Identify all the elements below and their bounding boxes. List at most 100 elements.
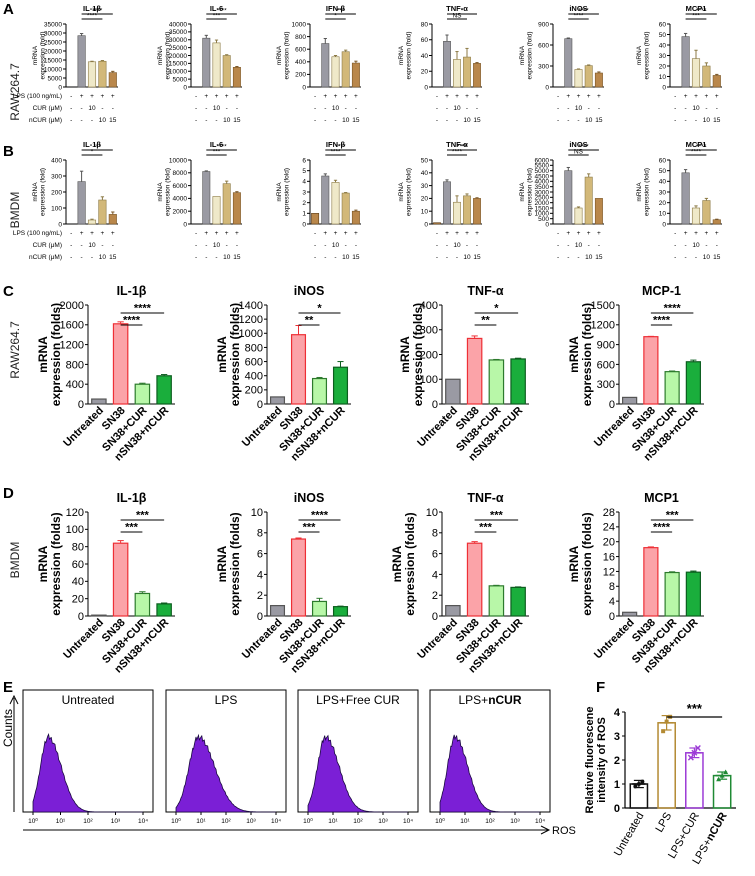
treatment-cell: + — [455, 230, 459, 237]
y-tick-label: 5000 — [173, 76, 188, 83]
bar — [108, 72, 117, 88]
y-axis-label: mRNA — [567, 336, 581, 373]
bar — [702, 65, 711, 88]
treatment-cell: - — [557, 117, 559, 124]
y-tick-label: 1 — [302, 211, 306, 218]
bar — [311, 213, 320, 225]
treatment-cell: + — [566, 93, 570, 100]
x-category-label: Untreated — [240, 405, 285, 450]
chart-title: iNOS — [569, 4, 587, 13]
y-tick-label: 0 — [614, 803, 620, 815]
y-tick-label: 400 — [420, 300, 438, 312]
y-tick-label: 5000 — [535, 168, 550, 175]
y-tick-label: 400 — [245, 371, 263, 383]
bar — [691, 207, 701, 225]
y-tick-label: 40 — [659, 179, 667, 186]
significance-label: **** — [134, 303, 152, 315]
treatment-cell: + — [684, 230, 688, 237]
treatment-cell: - — [112, 242, 114, 249]
bar — [156, 375, 172, 405]
treatment-cell: - — [436, 105, 438, 112]
y-tick-label: 10000 — [44, 66, 62, 73]
treatment-cell: + — [694, 230, 698, 237]
chart-D4: 0 4 8 12 16 20 24 28 MCP1 mRNA expression (folds) *… — [567, 491, 704, 675]
treatment-cell: 10 — [692, 242, 700, 249]
ros-arrow-head — [540, 825, 551, 835]
x-category-label: Untreated — [415, 617, 460, 662]
treatment-cell: - — [557, 242, 559, 249]
treatment-cell: - — [205, 105, 207, 112]
significance-label: **** — [123, 315, 141, 327]
treatment-cell: + — [455, 93, 459, 100]
bar — [134, 592, 151, 617]
data-point — [694, 745, 701, 751]
treatment-cell: - — [236, 105, 238, 112]
y-tick-label: 0 — [183, 221, 187, 228]
y-tick-label: 5 — [302, 168, 306, 175]
bar — [643, 547, 659, 617]
treatment-cell: + — [465, 230, 469, 237]
bar — [202, 37, 211, 88]
significance-label: **** — [87, 13, 98, 20]
histogram-title: LPS+nCUR — [458, 693, 521, 707]
bar — [463, 56, 471, 88]
bar — [681, 36, 690, 88]
treatment-cell: - — [226, 105, 228, 112]
bar — [331, 56, 340, 88]
treatment-cell: 10 — [88, 242, 96, 249]
treatment-cell: 15 — [109, 117, 117, 124]
x-tick-label: 10³ — [510, 818, 520, 825]
treatment-row-labels: LPS (100 ng/mL) CUR (μM) nCUR (μM) — [13, 230, 62, 261]
significance-label: *** — [337, 8, 345, 15]
x-tick-label: 10¹ — [196, 818, 206, 825]
treatment-cell: 15 — [473, 254, 481, 261]
treatment-cell: - — [588, 242, 590, 249]
treatment-cell: - — [314, 105, 316, 112]
y-tick-label: 50 — [659, 32, 667, 39]
treatment-cell: 10 — [342, 117, 350, 124]
bar — [351, 62, 360, 88]
treatment-cell: - — [567, 117, 569, 124]
treatment-cell: - — [476, 105, 478, 112]
y-tick-label: 4 — [432, 569, 438, 581]
treatment-cell: - — [324, 242, 326, 249]
treatment-cell: - — [91, 254, 93, 261]
treatment-cell: - — [436, 230, 438, 237]
treatment-cell: 10 — [463, 254, 471, 261]
y-tick-label: 0 — [424, 84, 428, 91]
bar — [574, 69, 583, 88]
significance-label: NS — [574, 149, 584, 156]
treatment-cell: + — [235, 230, 239, 237]
bar — [664, 571, 680, 617]
chart-A2: 0500010000150002000025000300003500040000… — [157, 4, 242, 124]
bar — [341, 51, 350, 88]
y-tick-label: 100 — [66, 524, 84, 536]
y-tick-label: 50 — [659, 168, 667, 175]
panel-letter-A: A — [3, 1, 14, 18]
bar — [351, 210, 360, 225]
treatment-cell: 10 — [575, 105, 583, 112]
y-tick-label: 25000 — [169, 45, 187, 52]
treatment-cell: - — [81, 254, 83, 261]
chart-title: IL-1β — [83, 4, 101, 13]
treatment-cell: + — [90, 93, 94, 100]
y-tick-label: 0 — [432, 399, 438, 411]
significance-label: * — [334, 13, 337, 20]
y-tick-label: 2000 — [173, 208, 188, 215]
significance-label: *** — [692, 13, 700, 20]
treatment-row-label: LPS (100 ng/mL) — [13, 93, 62, 100]
y-tick-label: 800 — [66, 359, 84, 371]
treatment-cell: - — [314, 117, 316, 124]
x-category-label: Untreated — [415, 405, 460, 450]
treatment-row-labels: LPS (100 ng/mL) CUR (μM) nCUR (μM) — [13, 93, 62, 124]
treatment-cell: + — [475, 230, 479, 237]
y-tick-label: 2000 — [60, 300, 84, 312]
significance-label: **** — [653, 315, 671, 327]
y-tick-label: 1000 — [535, 211, 550, 218]
bar — [564, 170, 573, 225]
y-axis-label: mRNA — [398, 45, 405, 65]
y-tick-label: 0 — [545, 84, 549, 91]
chart-title: MCP1 — [644, 491, 679, 505]
bar — [232, 67, 241, 88]
treatment-cell: - — [205, 117, 207, 124]
